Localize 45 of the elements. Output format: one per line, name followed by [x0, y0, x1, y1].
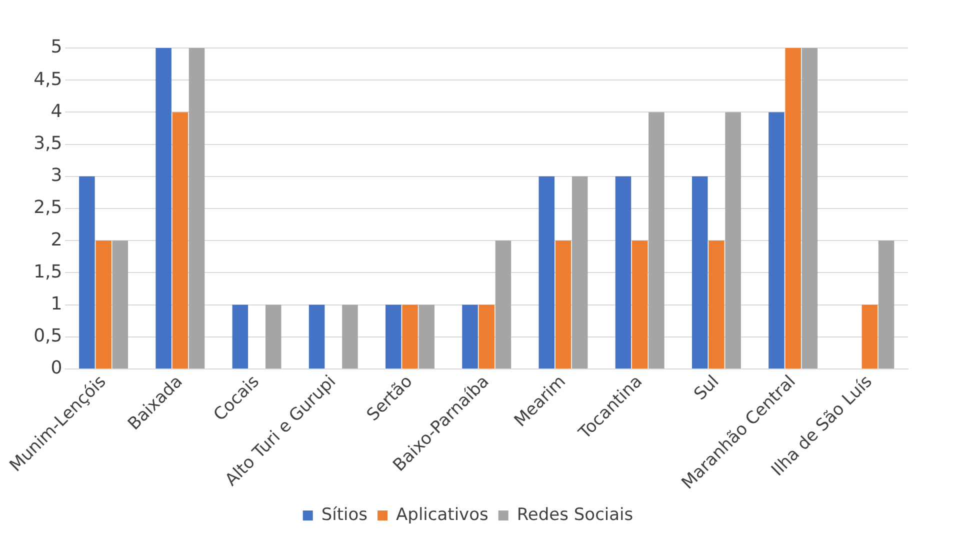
bar [708, 240, 724, 368]
bar [308, 304, 325, 368]
y-tick-label: 3 [50, 165, 62, 186]
y-tick-label: 4 [50, 100, 62, 122]
y-tick-label: 5 [50, 36, 62, 58]
bar [495, 240, 512, 368]
bar [402, 304, 418, 368]
bar [692, 176, 708, 368]
bar [418, 304, 434, 368]
y-tick-label: 1 [50, 293, 62, 314]
bar [878, 240, 894, 368]
bar [615, 176, 632, 368]
bar [156, 48, 172, 368]
x-tick-label: Sul [690, 372, 724, 404]
legend-label: Redes Sociais [516, 504, 634, 525]
bar [172, 112, 188, 368]
y-tick-label: 0 [50, 358, 62, 379]
legend-label: Aplicativos [396, 504, 489, 525]
bar [96, 240, 112, 368]
y-tick-label: 3,5 [34, 132, 62, 154]
bar [265, 304, 282, 368]
bar [462, 304, 478, 368]
bar [768, 112, 784, 368]
y-tick-label: 1,5 [34, 261, 62, 282]
bar [802, 48, 818, 368]
bar [232, 304, 248, 368]
bar [572, 176, 588, 368]
bar [386, 304, 402, 368]
bar [785, 48, 801, 368]
bar [342, 304, 358, 368]
bar [862, 304, 878, 368]
bar [648, 112, 664, 368]
bar [555, 240, 572, 368]
y-tick-label: 2 [50, 229, 62, 250]
bar [112, 240, 128, 368]
legend-label: Sítios [321, 504, 368, 525]
bar [725, 112, 741, 368]
y-tick-label: 4,5 [34, 68, 62, 90]
bar [79, 176, 95, 368]
bar [538, 176, 555, 368]
y-tick-label: 2,5 [34, 197, 62, 218]
bar [188, 48, 205, 368]
bar [632, 240, 648, 368]
bar [478, 304, 495, 368]
y-tick-label: 0,5 [34, 326, 62, 347]
